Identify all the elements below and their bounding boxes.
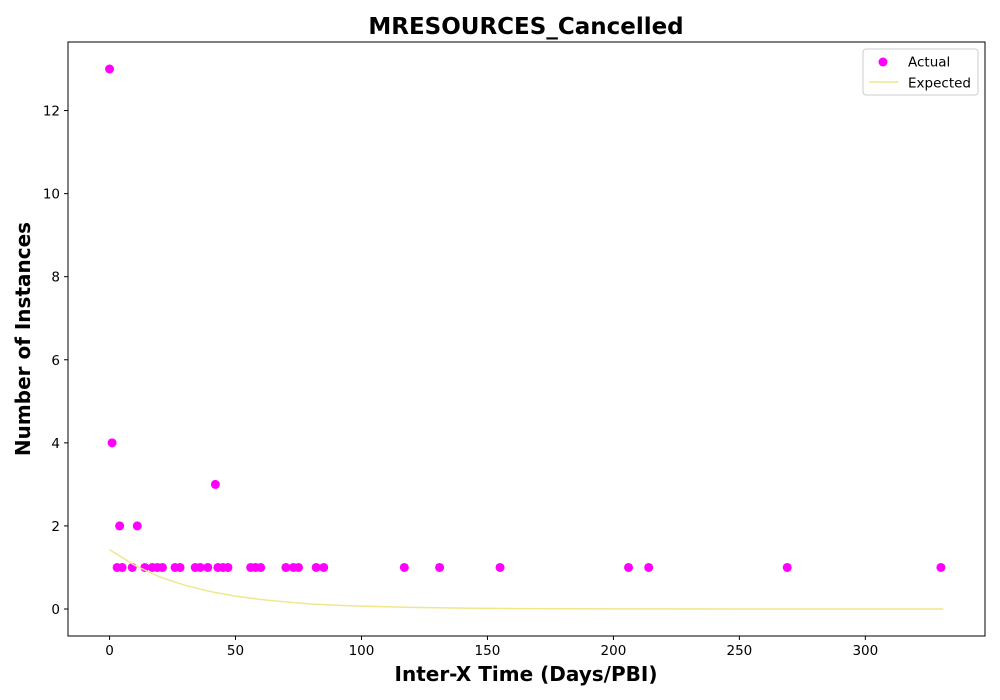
data-point xyxy=(319,562,329,572)
data-point xyxy=(936,562,946,572)
chart-title: MRESOURCES_Cancelled xyxy=(368,14,683,40)
expected-line xyxy=(109,548,944,610)
data-point xyxy=(399,562,409,572)
legend-actual-label: Actual xyxy=(908,55,950,71)
data-point xyxy=(311,562,321,572)
data-point xyxy=(132,521,142,531)
y-tick-label: 2 xyxy=(51,519,60,535)
data-point xyxy=(115,521,125,531)
data-point xyxy=(157,562,167,572)
data-point xyxy=(203,562,213,572)
data-point xyxy=(117,562,127,572)
legend-box xyxy=(862,48,979,96)
data-point xyxy=(223,562,233,572)
x-tick-label: 150 xyxy=(475,643,501,659)
data-point xyxy=(782,562,792,572)
x-tick-label: 100 xyxy=(349,643,375,659)
data-point xyxy=(107,438,117,448)
data-point xyxy=(281,562,291,572)
y-tick-label: 8 xyxy=(51,270,60,286)
y-tick-label: 0 xyxy=(51,602,60,618)
legend-actual-marker xyxy=(878,57,888,67)
axes-frame xyxy=(67,41,986,637)
x-axis-label: Inter-X Time (Days/PBI) xyxy=(395,662,658,686)
data-point xyxy=(624,562,634,572)
data-point xyxy=(195,562,205,572)
data-point xyxy=(105,64,115,74)
data-point xyxy=(294,562,304,572)
y-tick-label: 4 xyxy=(51,436,60,452)
x-axis: 0 50 100 150 200 250 300 xyxy=(105,636,878,659)
data-point xyxy=(175,562,185,572)
data-point xyxy=(210,479,220,489)
x-tick-label: 50 xyxy=(227,643,244,659)
y-tick-label: 12 xyxy=(43,104,60,120)
data-point xyxy=(256,562,266,572)
x-tick-label: 200 xyxy=(601,643,627,659)
x-tick-label: 250 xyxy=(726,643,752,659)
plot-area xyxy=(105,64,946,610)
data-point xyxy=(435,562,445,572)
y-axis-label: Number of Instances xyxy=(11,222,35,456)
y-tick-label: 10 xyxy=(43,187,60,203)
x-tick-label: 300 xyxy=(852,643,878,659)
y-axis: 0 2 4 6 8 10 12 xyxy=(43,104,68,618)
data-point xyxy=(644,562,654,572)
y-tick-label: 6 xyxy=(51,353,60,369)
legend: Actual Expected xyxy=(862,48,979,96)
legend-expected-label: Expected xyxy=(908,76,971,92)
data-point xyxy=(495,562,505,572)
x-tick-label: 0 xyxy=(105,643,114,659)
